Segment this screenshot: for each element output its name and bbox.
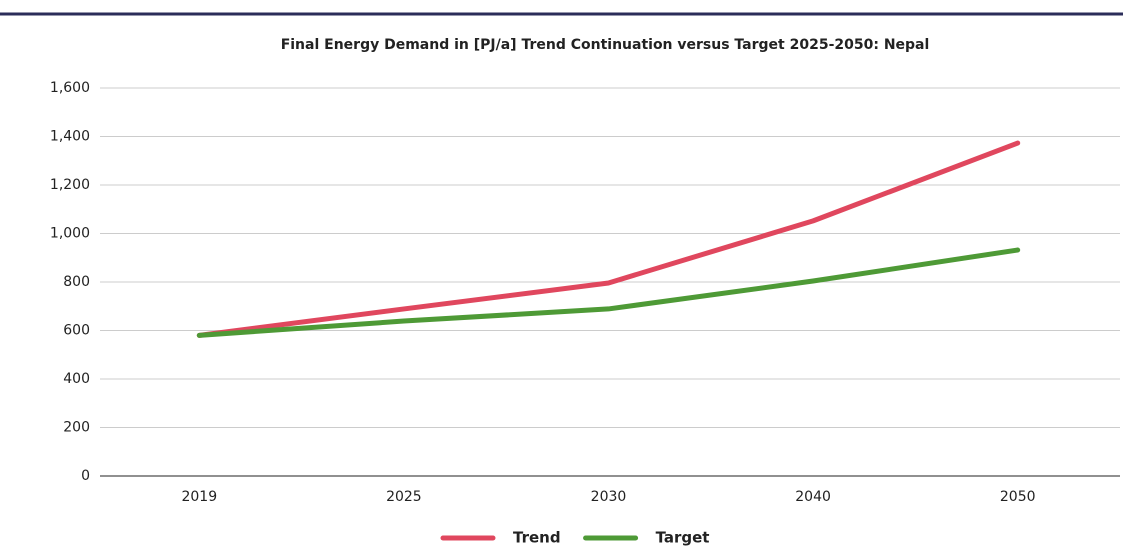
x-tick-label: 2025: [386, 489, 422, 505]
y-tick-label: 800: [63, 274, 90, 290]
x-tick-label: 2040: [795, 489, 831, 505]
line-series: [196, 140, 1021, 338]
x-tick-label: 2019: [181, 489, 217, 505]
y-tick-label: 400: [63, 371, 90, 387]
legend-label: Trend: [513, 529, 561, 547]
y-tick-label: 0: [81, 468, 90, 484]
line-series: [196, 247, 1021, 338]
y-tick-label: 200: [63, 420, 90, 436]
y-tick-label: 1,600: [50, 80, 90, 96]
y-tick-label: 1,200: [50, 177, 90, 193]
chart-title: Final Energy Demand in [PJ/a] Trend Cont…: [281, 37, 930, 53]
x-tick-label: 2030: [591, 489, 627, 505]
y-tick-label: 1,400: [50, 129, 90, 145]
legend-label: Target: [656, 529, 710, 547]
y-tick-label: 1,000: [50, 226, 90, 242]
x-tick-label: 2050: [1000, 489, 1036, 505]
y-tick-label: 600: [63, 323, 90, 339]
